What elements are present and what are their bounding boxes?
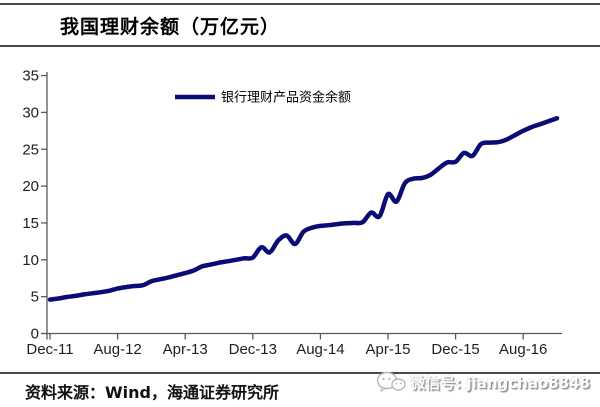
x-tick-label: Dec-15 [431,341,479,358]
watermark: 微信号: jiangchao8848 [376,371,590,393]
x-tick-label: Apr-13 [163,341,208,358]
y-tick-label: 5 [31,289,39,306]
watermark-text: 微信号: jiangchao8848 [410,373,590,392]
data-line-series [47,116,560,302]
source-divider: 资料来源：Wind，海通证券研究所 [0,372,600,403]
x-tick-label: Dec-11 [26,341,73,358]
x-tick-label: Dec-13 [229,341,277,358]
x-tick-label: Aug-12 [93,341,141,358]
wechat-icon [377,371,406,393]
source-text: 资料来源：Wind，海通证券研究所 [25,383,279,402]
title-bar: 我国理财余额（万亿元） [0,3,600,47]
y-tick-label: 20 [22,178,39,195]
y-tick-label: 0 [31,326,39,343]
y-tick-label: 30 [22,104,39,121]
x-tick-label: Aug-16 [499,341,547,358]
x-tick-label: Apr-15 [365,341,410,358]
legend-label: 银行理财产品资金余额 [221,90,351,106]
y-tick-label: 10 [22,252,39,269]
y-tick-label: 15 [22,215,39,232]
x-tick-label: Aug-14 [296,341,344,358]
chart-canvas: 0 5 10 15 20 25 30 35 Dec-11 Aug-12 Apr-13 Dec-13 Au… [22,68,562,358]
y-tick-label: 25 [22,141,39,158]
chart-title: 我国理财余额（万亿元） [60,15,281,38]
y-tick-label: 35 [22,68,39,85]
